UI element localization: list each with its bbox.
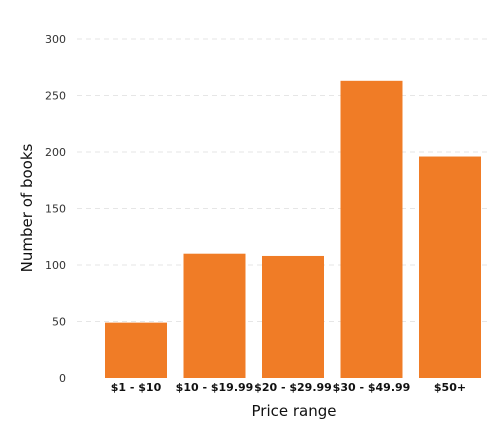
y-axis-title: Number of books (18, 144, 36, 273)
bar (105, 322, 167, 378)
x-tick-label: $1 - $10 (111, 381, 162, 394)
bars (105, 80, 481, 378)
bar (419, 156, 481, 378)
x-tick-label: $20 - $29.99 (254, 381, 332, 394)
x-axis-title: Price range (252, 402, 337, 420)
x-tick-label: $10 - $19.99 (176, 381, 254, 394)
x-tick-label: $30 - $49.99 (333, 381, 411, 394)
bar (340, 80, 403, 378)
y-tick-label: 50 (52, 316, 66, 329)
y-tick-label: 100 (45, 259, 66, 272)
y-tick-label: 200 (45, 146, 66, 159)
x-tick-label: $50+ (434, 381, 466, 394)
x-tick-labels: $1 - $10 $10 - $19.99 $20 - $29.99 $30 - $4… (111, 381, 466, 394)
bar (262, 255, 324, 378)
y-tick-label: 150 (45, 203, 66, 216)
y-tick-label: 250 (45, 90, 66, 103)
y-tick-label: 0 (59, 372, 66, 385)
y-tick-label: 300 (45, 33, 66, 46)
bar (183, 253, 246, 378)
y-tick-labels: 0 50 100 150 200 250 300 (45, 33, 66, 385)
